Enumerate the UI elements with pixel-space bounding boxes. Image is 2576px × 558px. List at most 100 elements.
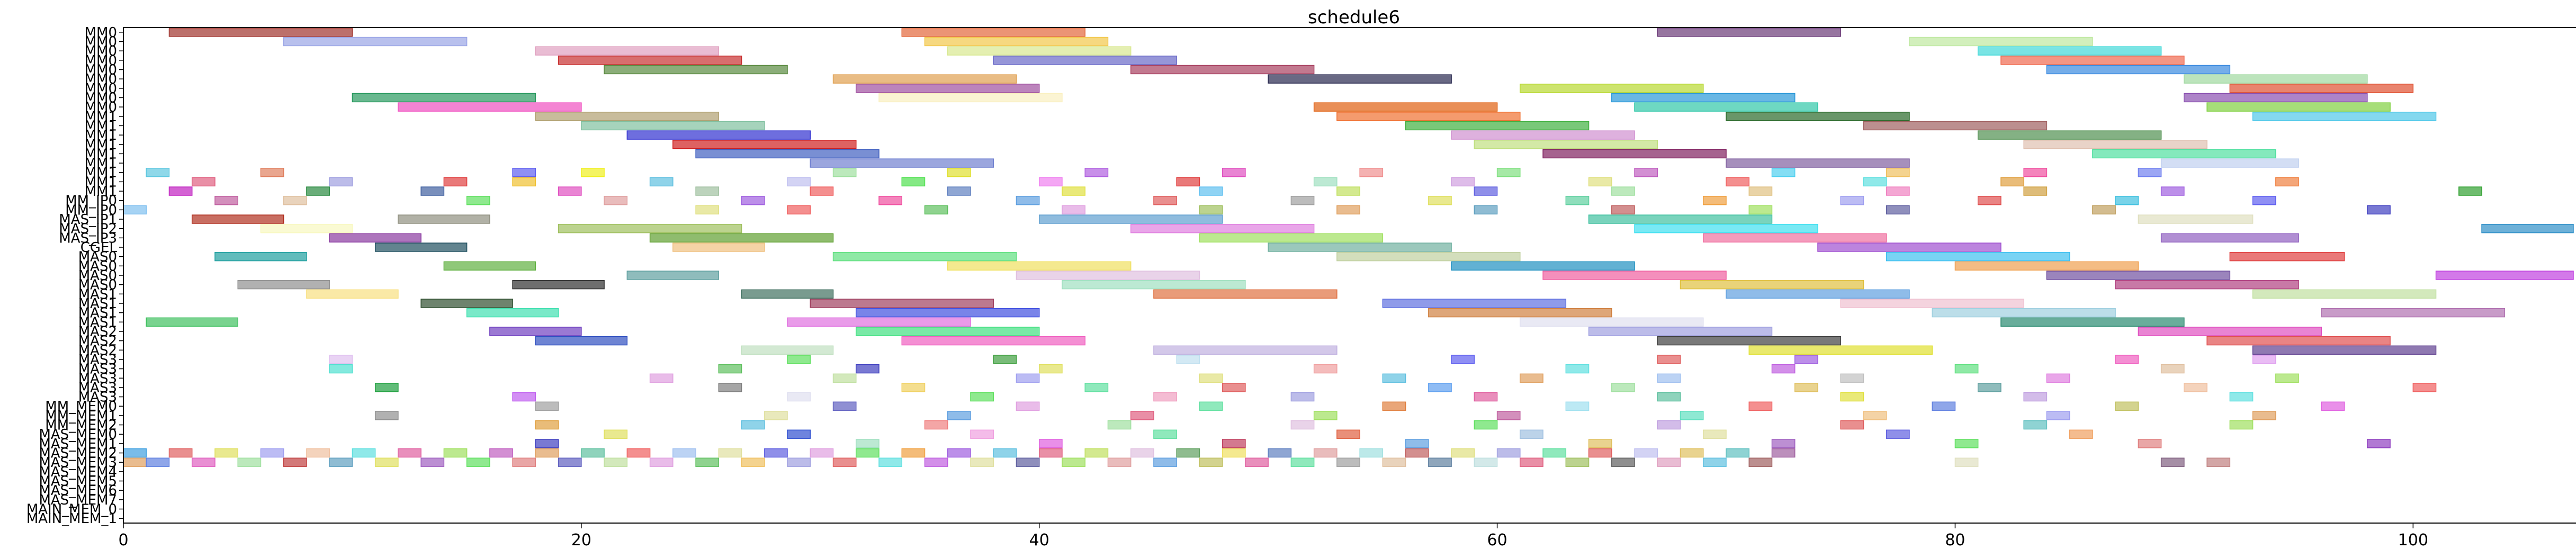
task-bar [374,242,468,252]
y-tick-label: MM1 [85,174,117,190]
task-bar [1474,420,1498,430]
task-bar [970,457,994,467]
y-tick-label: MM1 [85,184,117,200]
task-bar [1245,457,1269,467]
task-bar [1726,177,1750,187]
task-bar [1130,65,1315,75]
task-bar [1954,261,2139,271]
task-bar [2229,84,2414,93]
task-bar [2023,392,2048,402]
task-bar [1199,401,1223,411]
task-bar [604,457,628,467]
task-bar [2481,224,2574,233]
task-bar [1680,448,1704,458]
task-bar [1130,224,1315,233]
y-tick-label: MAS_MEM6 [39,483,117,499]
task-bar [1313,448,1338,458]
task-bar [2229,392,2254,402]
y-tick-label: MAIN_MEM_1 [26,511,117,527]
task-bar [1680,411,1704,420]
task-bar [1382,401,1406,411]
task-bar [604,65,788,75]
task-bar [856,448,879,458]
task-bar [1290,457,1315,467]
task-bar [1199,457,1223,467]
task-bar [398,448,421,458]
task-bar [1199,186,1223,196]
task-bar [1130,411,1154,420]
task-bar [535,46,720,56]
task-bar [329,364,353,374]
task-bar [352,93,536,103]
task-bar [649,373,674,383]
task-bar [489,448,513,458]
y-tick-label: MM1 [85,137,117,153]
task-bar [1405,121,1590,131]
task-bar [1290,392,1315,402]
task-bar [1657,392,1681,402]
task-bar [718,364,742,374]
task-bar [2367,439,2391,448]
y-tick-label: MM1 [85,156,117,172]
task-bar [1474,186,1498,196]
task-bar [2275,177,2299,187]
y-tick-label: MM0 [85,43,117,59]
task-bar [832,74,1017,84]
y-tick-label: MAS_IP2 [59,221,117,237]
task-bar [2138,439,2162,448]
task-bar [1886,168,1910,177]
task-bar [1107,457,1132,467]
task-bar [787,205,811,215]
y-tick-label: MM_MEM1 [45,408,117,424]
y-tick-label: MM0 [85,100,117,115]
task-bar [1336,457,1360,467]
task-bar [2252,411,2276,420]
task-bar [329,457,353,467]
x-tick-label: 20 [571,531,591,550]
task-bar [1703,429,1727,439]
y-tick-label: MM_MEM2 [45,418,117,434]
task-bar [970,392,994,402]
task-bar [1977,383,2001,392]
task-bar [1954,439,1979,448]
y-tick-label: MAS3 [78,371,117,386]
task-bar [787,177,811,187]
task-bar [1771,448,1796,458]
task-bar [1474,140,1658,149]
task-bar [1977,46,2162,56]
task-bar [2092,149,2276,159]
task-bar [374,383,399,392]
task-bar [2092,205,2116,215]
task-bar [1428,308,1612,318]
task-bar [1382,373,1406,383]
task-bar [810,299,994,308]
task-bar [1542,448,1567,458]
task-bar [810,186,834,196]
task-bar [1611,205,1635,215]
task-bar [832,457,857,467]
y-tick-label: MM0 [85,62,117,78]
task-bar [1840,196,1864,205]
task-bar [832,401,857,411]
task-bar [420,186,445,196]
task-bar [1359,448,1384,458]
task-bar [1290,420,1315,430]
task-bar [1909,37,2093,47]
task-bar [1657,336,1841,346]
task-bar [329,355,353,364]
task-bar [1313,364,1338,374]
task-bar [1176,448,1200,458]
task-bar [1153,429,1177,439]
task-bar [214,196,238,205]
chart-title: schedule6 [1308,7,1400,28]
y-tick-label: MAS2 [78,324,117,340]
task-bar [1588,439,1612,448]
task-bar [2160,457,2185,467]
task-bar [1451,130,1635,140]
task-bar [924,420,948,430]
y-tick-label: MAS3 [78,380,117,396]
task-bar [1016,373,1040,383]
task-bar [2321,401,2345,411]
task-bar [1451,355,1475,364]
task-bar [1886,205,1910,215]
